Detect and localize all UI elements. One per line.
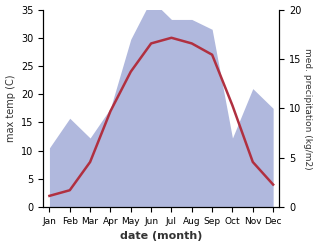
X-axis label: date (month): date (month) bbox=[120, 231, 203, 242]
Y-axis label: med. precipitation (kg/m2): med. precipitation (kg/m2) bbox=[303, 48, 313, 169]
Y-axis label: max temp (C): max temp (C) bbox=[5, 75, 16, 142]
